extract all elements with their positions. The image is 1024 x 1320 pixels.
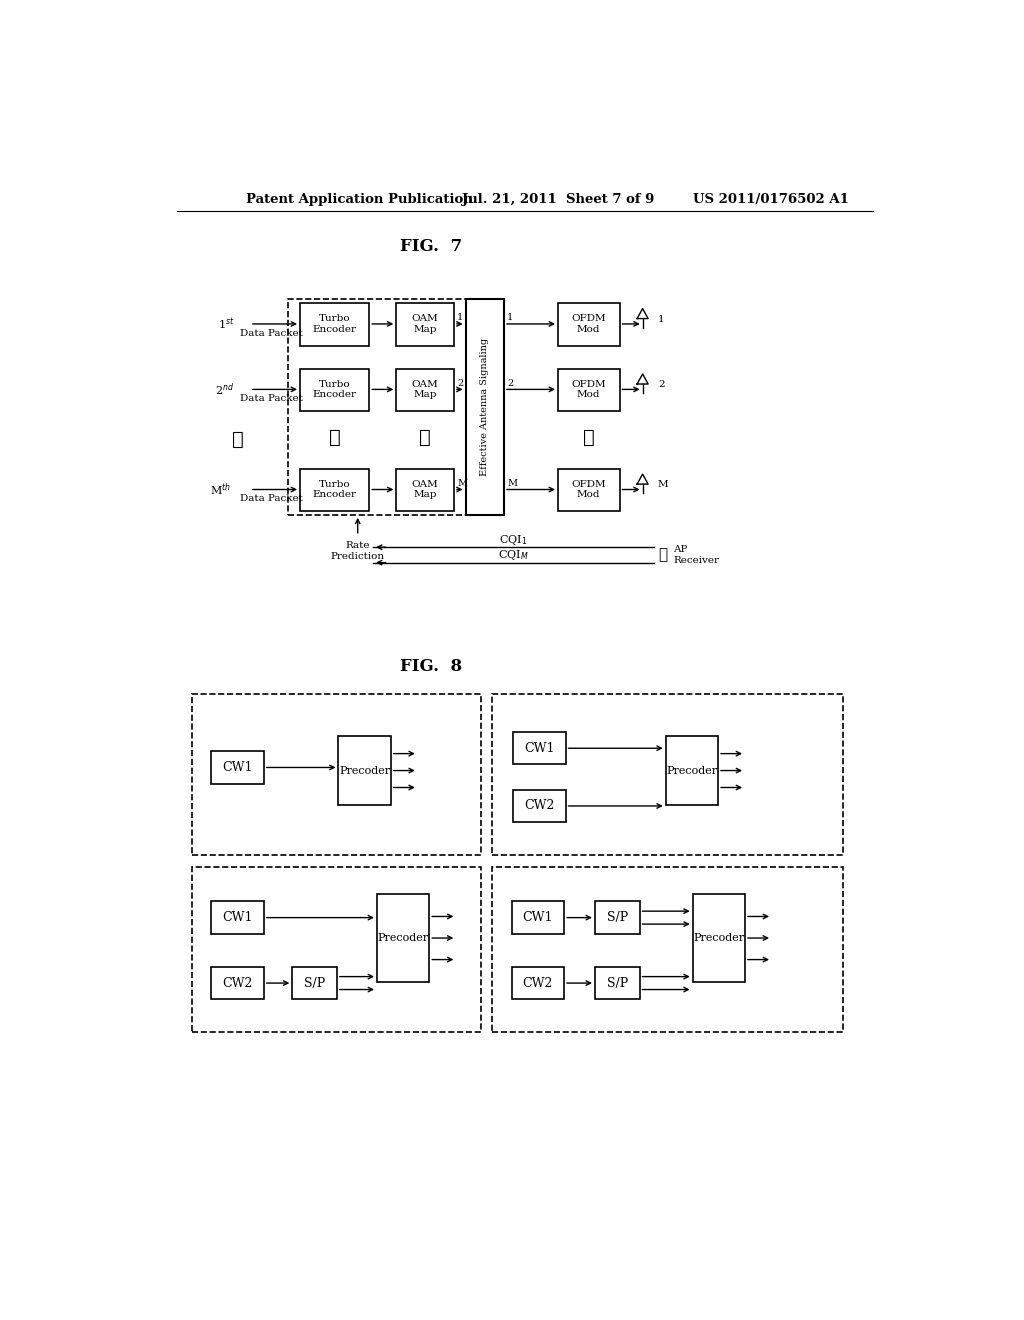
Bar <box>396 368 454 411</box>
Text: ⋮: ⋮ <box>329 429 341 447</box>
Text: US 2011/0176502 A1: US 2011/0176502 A1 <box>692 193 849 206</box>
Bar <box>396 469 454 511</box>
Text: Precoder: Precoder <box>667 766 718 776</box>
Text: Patent Application Publication: Patent Application Publication <box>246 193 473 206</box>
Text: FIG.  7: FIG. 7 <box>399 239 462 256</box>
Text: Precoder: Precoder <box>378 933 429 942</box>
Text: Data Packet: Data Packet <box>240 329 303 338</box>
Bar <box>193 867 481 1032</box>
Text: 2: 2 <box>507 379 513 388</box>
Text: Rate
Prediction: Rate Prediction <box>331 541 385 561</box>
Bar <box>595 902 640 933</box>
Text: M: M <box>457 479 467 488</box>
Bar <box>666 737 718 805</box>
Bar <box>558 304 620 346</box>
Bar <box>466 300 504 515</box>
Bar <box>558 469 620 511</box>
Bar <box>339 737 391 805</box>
Text: CW1: CW1 <box>522 911 553 924</box>
Text: Turbo
Encoder: Turbo Encoder <box>312 380 356 399</box>
Text: AP
Receiver: AP Receiver <box>674 545 720 565</box>
Text: Data Packet: Data Packet <box>240 494 303 503</box>
Text: CW1: CW1 <box>222 760 253 774</box>
Text: S/P: S/P <box>304 977 326 990</box>
Bar <box>493 867 843 1032</box>
Bar <box>211 966 264 999</box>
Text: CW2: CW2 <box>524 800 555 813</box>
Text: M: M <box>658 480 669 490</box>
Bar <box>292 966 337 999</box>
Text: CQI$_1$: CQI$_1$ <box>499 532 527 546</box>
Bar <box>512 966 564 999</box>
Bar <box>513 733 565 764</box>
Text: OFDM
Mod: OFDM Mod <box>571 380 606 399</box>
Bar <box>300 304 370 346</box>
Text: 1: 1 <box>457 313 463 322</box>
Text: 2: 2 <box>658 380 665 389</box>
Text: 2$^{nd}$: 2$^{nd}$ <box>215 381 234 397</box>
Bar <box>211 902 264 933</box>
Text: OAM
Map: OAM Map <box>412 380 438 399</box>
Text: CQI$_M$: CQI$_M$ <box>498 548 528 562</box>
Bar <box>513 789 565 822</box>
Text: Precoder: Precoder <box>339 766 390 776</box>
Bar <box>300 469 370 511</box>
Bar <box>396 304 454 346</box>
Text: CW1: CW1 <box>222 911 253 924</box>
Bar <box>300 368 370 411</box>
Text: Jul. 21, 2011  Sheet 7 of 9: Jul. 21, 2011 Sheet 7 of 9 <box>462 193 654 206</box>
Text: ⋮: ⋮ <box>419 429 431 447</box>
Bar <box>558 368 620 411</box>
Text: CW2: CW2 <box>222 977 253 990</box>
Text: Effective Antenna Signaling: Effective Antenna Signaling <box>480 338 489 477</box>
Text: CW1: CW1 <box>524 742 555 755</box>
Text: M: M <box>507 479 517 488</box>
Text: ⋮: ⋮ <box>658 548 667 562</box>
Text: Turbo
Encoder: Turbo Encoder <box>312 479 356 499</box>
Bar <box>595 966 640 999</box>
Text: S/P: S/P <box>606 977 628 990</box>
Text: Turbo
Encoder: Turbo Encoder <box>312 314 356 334</box>
Text: CW2: CW2 <box>522 977 553 990</box>
Text: Precoder: Precoder <box>693 933 744 942</box>
Text: OFDM
Mod: OFDM Mod <box>571 479 606 499</box>
Text: ⋮: ⋮ <box>583 429 595 447</box>
Text: OAM
Map: OAM Map <box>412 479 438 499</box>
Text: 2: 2 <box>457 379 463 388</box>
Bar <box>289 300 493 515</box>
Text: OFDM
Mod: OFDM Mod <box>571 314 606 334</box>
Text: OAM
Map: OAM Map <box>412 314 438 334</box>
Text: 1: 1 <box>507 313 513 322</box>
Bar <box>211 751 264 784</box>
Text: 1: 1 <box>658 315 665 323</box>
Bar <box>512 902 564 933</box>
Text: FIG.  8: FIG. 8 <box>399 659 462 675</box>
Text: M$^{th}$: M$^{th}$ <box>210 482 230 498</box>
Bar <box>377 894 429 982</box>
Text: 1$^{st}$: 1$^{st}$ <box>218 317 234 331</box>
Bar <box>193 693 481 855</box>
Text: S/P: S/P <box>606 911 628 924</box>
Text: Data Packet: Data Packet <box>240 395 303 403</box>
Bar <box>493 693 843 855</box>
Bar <box>692 894 745 982</box>
Text: ⋮: ⋮ <box>232 430 245 449</box>
